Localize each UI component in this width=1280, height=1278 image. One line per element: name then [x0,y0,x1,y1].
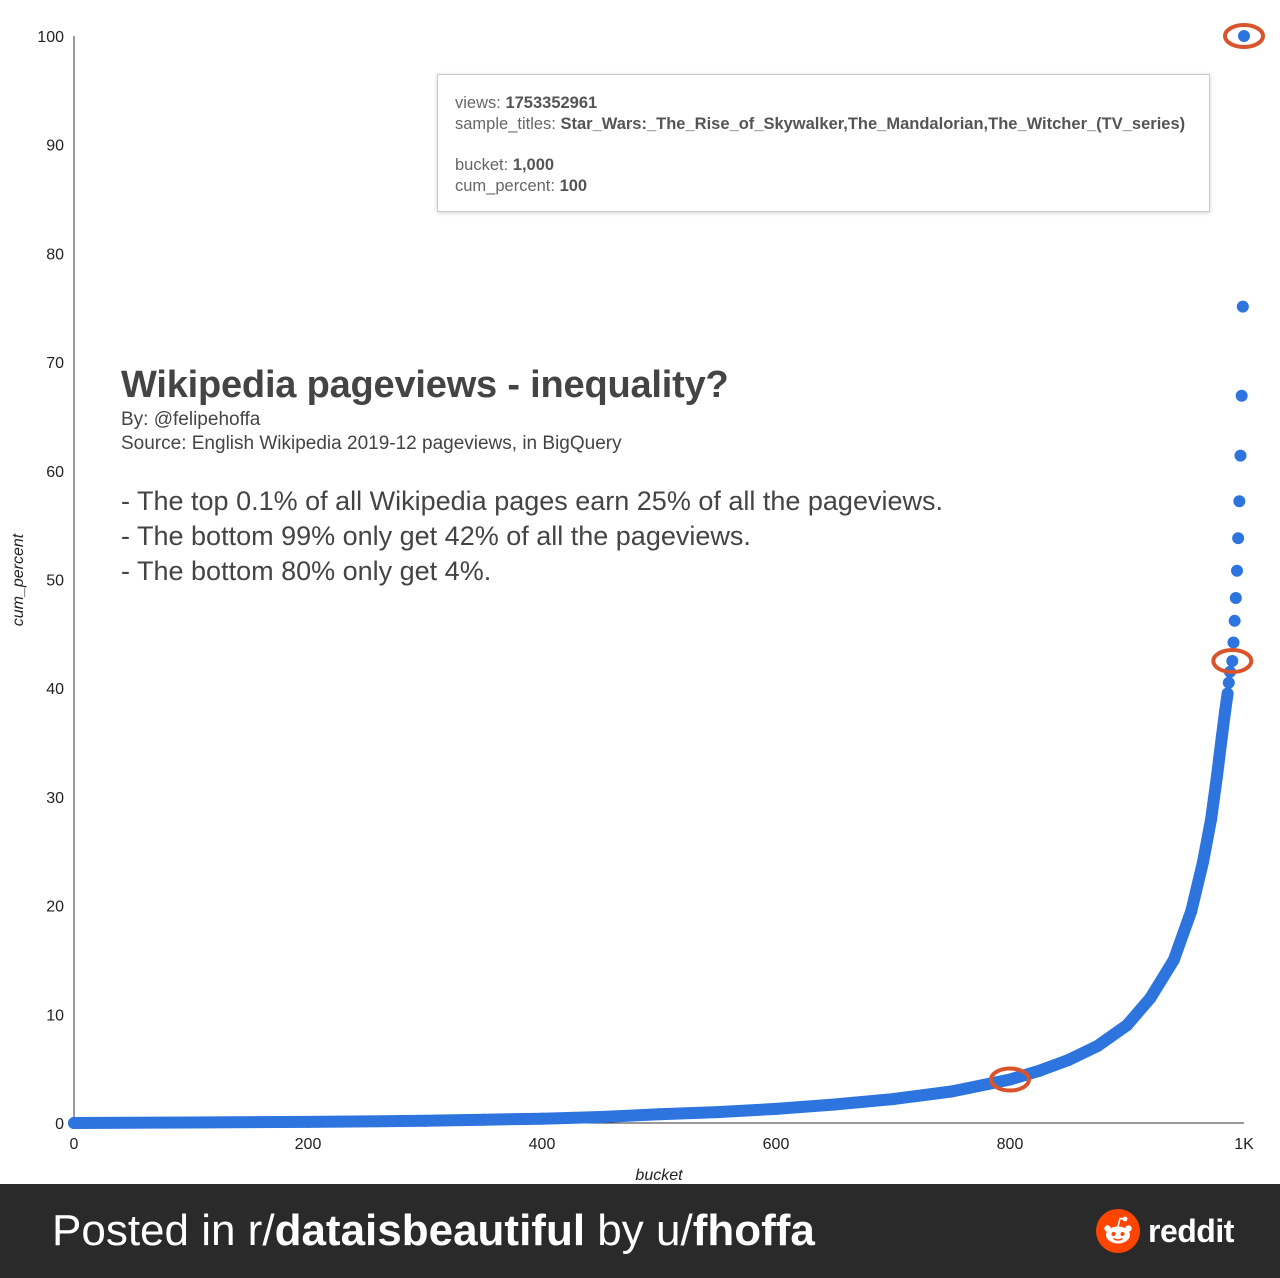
note-line: - The bottom 80% only get 4%. [121,556,492,586]
reddit-wordmark: reddit [1148,1212,1234,1249]
x-tick-label: 400 [529,1136,556,1153]
tooltip-views-label: views: [455,94,506,112]
data-point [770,1102,782,1115]
x-tick-label: 1K [1234,1136,1254,1153]
posted-in-text: Posted in r/dataisbeautiful by u/fhoffa [52,1204,815,1258]
y-tick-label: 70 [46,355,64,372]
data-point [1230,564,1243,577]
curve-band-path [68,687,1234,1129]
data-point [1234,449,1247,462]
data-point [594,1111,607,1124]
data-points [68,30,1250,1129]
data-point [1228,614,1241,627]
data-point [1004,1073,1016,1086]
note-line: - The bottom 99% only get 42% of all the… [121,521,751,551]
highlight-markers [989,23,1265,1093]
y-tick-label: 40 [46,681,64,698]
chart-byline: By: @felipehoffa [121,409,261,430]
reddit-logo-icon [1096,1209,1140,1253]
data-point [1211,769,1224,782]
posted-prefix: Posted in r/ [52,1206,275,1255]
y-tick-label: 0 [55,1116,64,1133]
annotation-notes: - The top 0.1% of all Wikipedia pages ea… [121,484,943,589]
data-point [1233,495,1246,508]
reddit-brand: reddit [1096,1208,1234,1254]
data-point [711,1106,724,1119]
data-point [1222,676,1235,689]
data-point [945,1085,958,1098]
chart-source: Source: English Wikipedia 2019-12 pagevi… [121,433,622,454]
y-tick-label: 10 [46,1007,64,1024]
x-tick-label: 800 [997,1136,1024,1153]
data-point [653,1108,665,1121]
scatter-chart: 0 10 20 30 40 50 60 70 80 90 100 0 200 400 600 800 1K b… [10,23,1265,1184]
y-tick-label: 20 [46,899,64,916]
note-line: - The top 0.1% of all Wikipedia pages ea… [121,486,943,516]
tooltip-bucket: bucket: 1,000 [455,155,1192,176]
y-tick-label: 50 [46,573,64,590]
posted-by: by u/ [585,1206,693,1255]
x-tick-label: 0 [70,1136,79,1153]
data-point [1227,636,1240,649]
data-point [1229,591,1242,604]
highlight-ellipse [1211,648,1254,675]
tooltip-views-value: 1753352961 [505,94,598,112]
curve-band [68,687,1234,1129]
footer-bar: Posted in r/dataisbeautiful by u/fhoffa [0,1184,1280,1278]
y-tick-label: 90 [46,138,64,155]
user-name: fhoffa [692,1206,815,1255]
y-tick-label: 100 [37,29,64,46]
data-point [1205,812,1218,825]
data-point [1219,703,1232,716]
tooltip-cum-label: cum_percent: [455,177,560,195]
data-point [887,1093,899,1106]
data-point [1226,655,1239,668]
x-tick-labels: 0 200 400 600 800 1K [70,1136,1255,1153]
data-point [1197,856,1210,869]
data-point [1167,953,1180,966]
data-point [828,1098,841,1111]
tooltip-cum-value: 100 [559,177,588,195]
tooltip-bucket-label: bucket: [455,156,513,174]
data-point [1144,991,1157,1004]
subreddit-name: dataisbeautiful [274,1206,586,1255]
y-tick-label: 30 [46,790,64,807]
tooltip-titles-label: sample_titles: [455,115,561,133]
data-point [302,1115,314,1128]
chart-annotation: Wikipedia pageviews - inequality? By: @f… [121,362,943,589]
tooltip-cum-percent: cum_percent: 100 [455,176,1192,197]
data-point [1232,532,1245,545]
data-point [1185,905,1198,918]
data-point [1215,731,1228,744]
data-point [536,1112,548,1125]
data-point [477,1113,490,1126]
data-point [1121,1019,1133,1032]
data-point [419,1114,431,1127]
data-point [1091,1039,1104,1052]
data-point [1062,1053,1075,1066]
data-point [68,1117,80,1129]
data-point [1221,687,1234,700]
y-tick-label: 80 [46,246,64,263]
y-axis-title: cum_percent [10,533,27,626]
x-tick-label: 200 [295,1136,322,1153]
x-axis-title: bucket [635,1167,683,1184]
data-point [1235,389,1248,402]
y-tick-label: 60 [46,464,64,481]
tooltip-titles-value: Star_Wars:_The_Rise_of_Skywalker,The_Man… [560,115,1186,133]
highlight-ellipse [989,1066,1031,1093]
data-tooltip: views: 1753352961 sample_titles: Star_Wa… [437,74,1210,212]
data-point [185,1116,197,1129]
tooltip-views: views: 1753352961 [455,93,1192,114]
data-point [1236,300,1249,313]
highlight-ellipse [1223,23,1265,49]
y-tick-labels: 0 10 20 30 40 50 60 70 80 90 100 [37,29,64,1133]
x-tick-label: 600 [763,1136,790,1153]
tooltip-bucket-value: 1,000 [512,156,555,174]
chart-title: Wikipedia pageviews - inequality? [121,364,729,406]
tooltip-titles: sample_titles: Star_Wars:_The_Rise_of_Sk… [455,114,1192,135]
data-point [1238,30,1250,42]
data-point [1033,1064,1046,1077]
